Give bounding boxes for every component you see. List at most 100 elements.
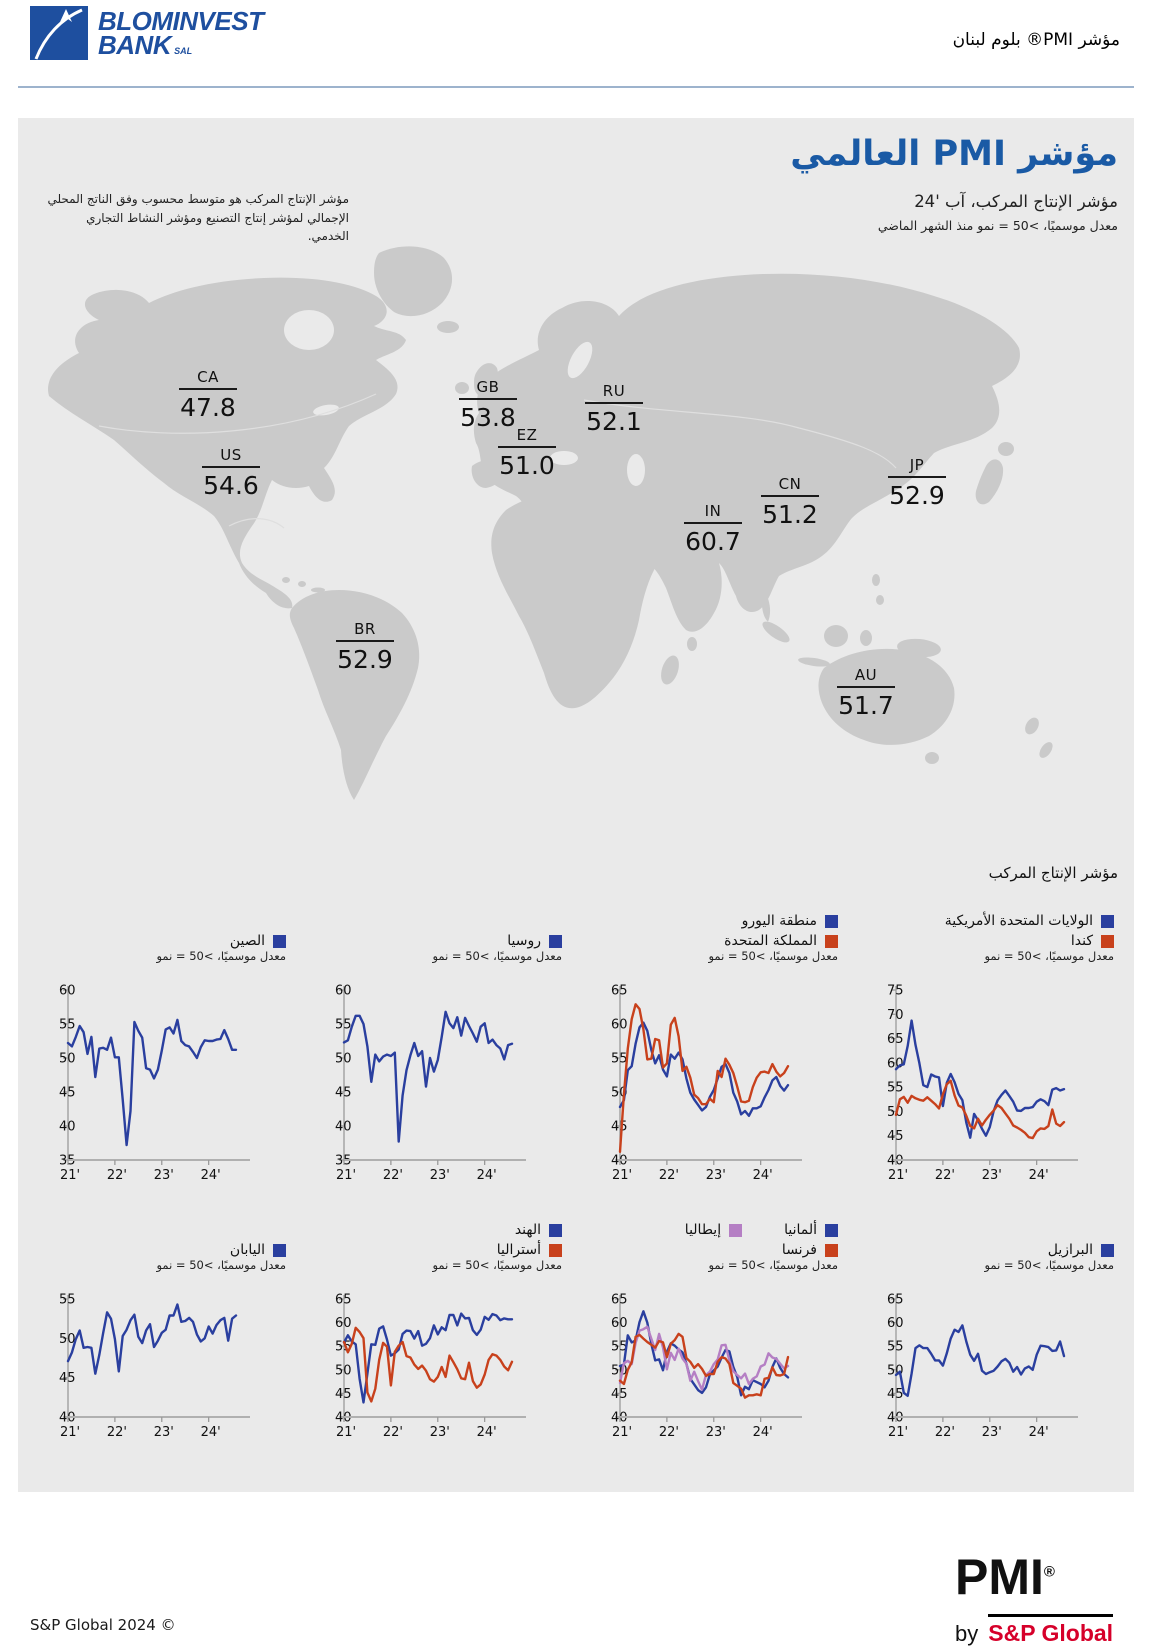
seasonal-adjustment-note: معدل موسميًا، >50 = نمو	[432, 1258, 562, 1272]
registered-mark: ®	[1043, 1563, 1055, 1581]
brand-suffix: SAL	[174, 45, 193, 56]
x-tick-label: '23	[706, 1425, 726, 1440]
brand-line2: BANK	[98, 29, 172, 60]
chart-legend: ألمانيا إيطاليا فرنسا	[576, 1202, 852, 1258]
label-underline	[202, 466, 260, 468]
legend-swatch	[1101, 914, 1114, 928]
y-tick-label: 50	[335, 1363, 352, 1378]
legend-row: روسيا	[300, 933, 562, 949]
x-tick-label: '24	[1029, 1168, 1049, 1183]
legend-swatch	[729, 1223, 743, 1237]
y-tick-label: 65	[611, 984, 628, 999]
x-tick-label: '24	[201, 1425, 221, 1440]
world-map: CA 47.8 US 54.6 GB 53.8 EZ 51.0 RU 52.1 IN 60.7 CN 51…	[24, 228, 1128, 813]
map-value-label-ca: CA 47.8	[153, 368, 263, 422]
x-tick-label: '22	[107, 1425, 127, 1440]
legend-item-united-states-canada: كندا	[1071, 933, 1114, 949]
legend-label: ألمانيا	[784, 1222, 817, 1238]
legend-swatch	[549, 1223, 562, 1237]
chart-svg-russia: 35 40 45 50 55 60 '21 '22 '23 '24	[335, 984, 526, 1183]
y-tick-label: 45	[335, 1387, 352, 1402]
legend-item-india-australia: أستراليا	[497, 1242, 562, 1258]
report-subtitle-note: معدل موسميًا، >50 = نمو منذ الشهر الماضي	[877, 218, 1118, 233]
legend-swatch	[825, 934, 838, 948]
map-value-label-gb: GB 53.8	[433, 378, 543, 432]
brand-line1: BLOMINVEST	[98, 6, 264, 36]
y-tick-label: 40	[335, 1120, 352, 1135]
series-line-red	[618, 1003, 790, 1154]
y-tick-label: 40	[59, 1120, 76, 1135]
legend-item-germany-italy-france: ألمانيا	[784, 1222, 838, 1238]
y-tick-label: 60	[887, 1056, 904, 1071]
pmi-value: 51.0	[499, 451, 555, 480]
legend-item-united-states-canada: الولايات المتحدة الأمريكية	[945, 913, 1114, 929]
x-tick-label: '21	[336, 1168, 356, 1183]
y-tick-label: 45	[611, 1387, 628, 1402]
y-tick-label: 55	[335, 1018, 352, 1033]
x-tick-label: '24	[753, 1168, 773, 1183]
x-tick-label: '23	[154, 1168, 174, 1183]
series-line-blue	[342, 1010, 514, 1143]
chart-panel-united-states-canada: الولايات المتحدة الأمريكية كندا معدل موسمي…	[852, 893, 1128, 1190]
pmi-value: 53.8	[460, 403, 516, 432]
x-tick-label: '22	[107, 1168, 127, 1183]
y-tick-label: 75	[887, 984, 904, 999]
y-tick-label: 65	[887, 1032, 904, 1047]
blominvest-logo-icon	[30, 6, 88, 60]
map-value-label-in: IN 60.7	[658, 502, 768, 556]
series-line-blue	[66, 1303, 238, 1375]
pmi-value: 47.8	[180, 393, 236, 422]
label-underline	[888, 476, 946, 478]
x-tick-label: '22	[383, 1168, 403, 1183]
label-underline	[585, 402, 643, 404]
legend-row: الصين	[24, 933, 286, 949]
chart-legend: الولايات المتحدة الأمريكية كندا	[852, 893, 1128, 949]
x-tick-label: '23	[430, 1168, 450, 1183]
legend-row: الولايات المتحدة الأمريكية	[852, 913, 1114, 929]
legend-item-japan: اليابان	[230, 1242, 286, 1258]
y-tick-label: 55	[611, 1340, 628, 1355]
legend-swatch	[1101, 1243, 1114, 1257]
chart-panel-eurozone-uk: منطقة اليورو المملكة المتحدة معدل موسميًا،…	[576, 893, 852, 1190]
chart-panel-russia: روسيا معدل موسميًا، >50 = نمو 35 40 45 50 55 60…	[300, 893, 576, 1190]
map-value-label-ru: RU 52.1	[559, 382, 669, 436]
y-tick-label: 45	[611, 1120, 628, 1135]
country-code: GB	[476, 378, 500, 396]
x-tick-label: '21	[612, 1425, 632, 1440]
legend-row: كندا	[852, 933, 1114, 949]
y-tick-label: 55	[59, 1293, 76, 1308]
series-line-red	[894, 1079, 1066, 1140]
label-underline	[336, 640, 394, 642]
seasonal-adjustment-note: معدل موسميًا، >50 = نمو	[432, 949, 562, 963]
y-tick-label: 65	[887, 1293, 904, 1308]
chart-legend: اليابان	[24, 1202, 300, 1258]
legend-row: منطقة اليورو	[576, 913, 838, 929]
chart-legend: منطقة اليورو المملكة المتحدة	[576, 893, 852, 949]
charts-grid: الولايات المتحدة الأمريكية كندا معدل موسمي…	[24, 893, 1128, 1447]
legend-item-brazil: البرازيل	[1048, 1242, 1114, 1258]
legend-label: اليابان	[229, 1242, 265, 1258]
y-tick-label: 35	[335, 1154, 352, 1169]
legend-label: كندا	[1070, 933, 1093, 949]
chart-panel-germany-italy-france: ألمانيا إيطاليا فرنسا معدل موسميًا، >50 = ن…	[576, 1202, 852, 1447]
legend-item-eurozone-uk: المملكة المتحدة	[724, 933, 838, 949]
series-line-blue	[66, 1018, 238, 1147]
report-subtitle: مؤشر الإنتاج المركب، آب '24	[914, 192, 1118, 211]
x-tick-label: '21	[60, 1168, 80, 1183]
y-tick-label: 40	[59, 1411, 76, 1426]
y-tick-label: 45	[887, 1129, 904, 1144]
seasonal-adjustment-note: معدل موسميًا، >50 = نمو	[708, 1258, 838, 1272]
map-value-label-br: BR 52.9	[310, 620, 420, 674]
country-code: BR	[354, 620, 376, 638]
pmi-value: 52.1	[586, 407, 642, 436]
pmi-value: 52.9	[889, 481, 945, 510]
y-tick-label: 50	[335, 1052, 352, 1067]
legend-item-india-australia: الهند	[515, 1222, 562, 1238]
pmi-sp-global-logo: PMI® by S&P Global	[955, 1549, 1114, 1647]
legend-label: منطقة اليورو	[741, 913, 817, 929]
legend-item-china: الصين	[230, 933, 286, 949]
legend-label: البرازيل	[1047, 1242, 1093, 1258]
pmi-wordmark: PMI®	[955, 1549, 1055, 1605]
y-tick-label: 65	[335, 1293, 352, 1308]
